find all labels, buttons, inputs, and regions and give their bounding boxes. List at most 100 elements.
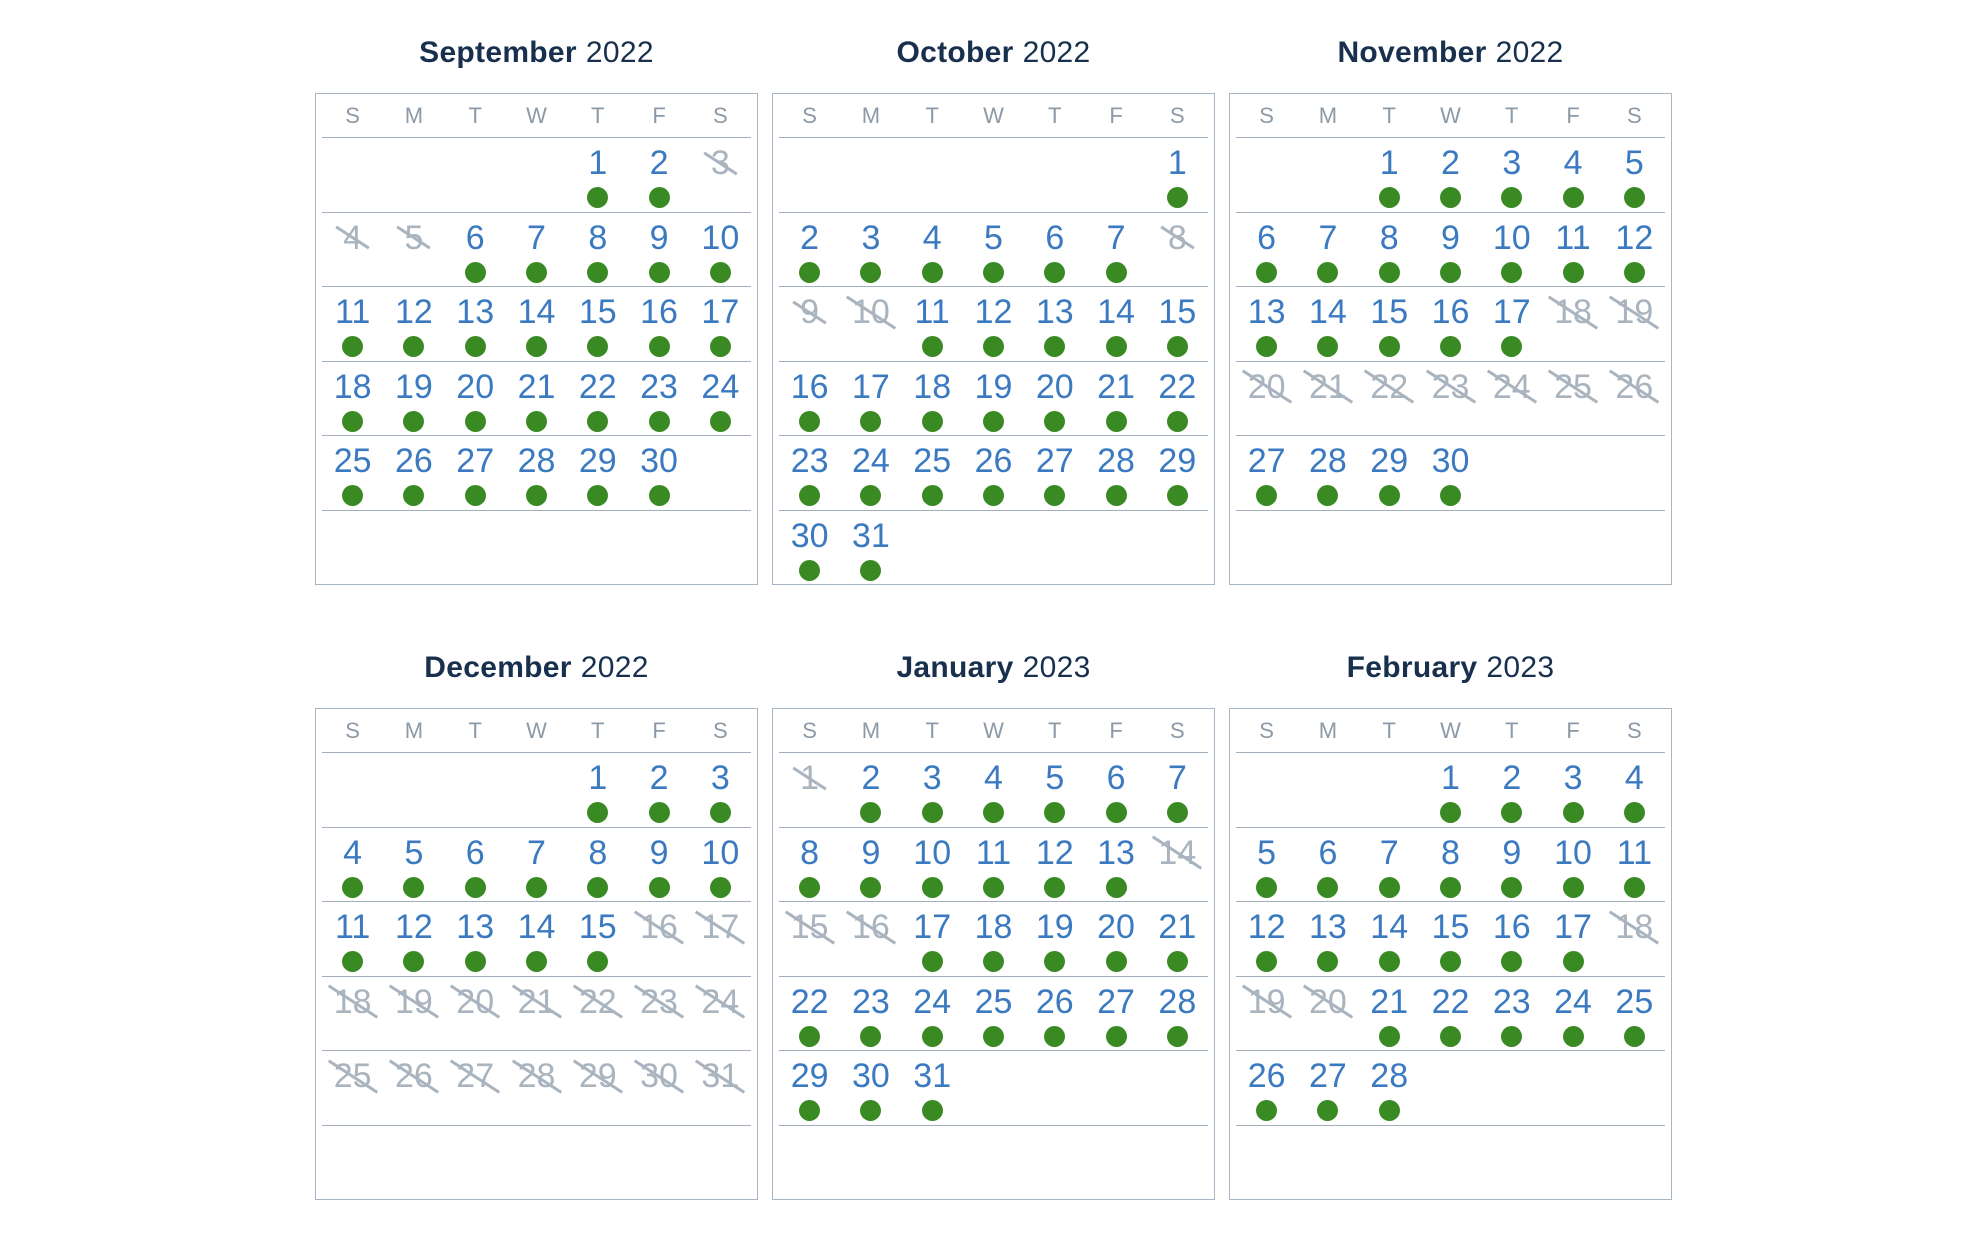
day-cell[interactable]: 27 — [445, 436, 506, 510]
day-cell[interactable]: 23 — [628, 362, 689, 436]
day-cell[interactable]: 13 — [1297, 902, 1358, 976]
day-cell[interactable]: 11 — [1604, 828, 1665, 902]
day-cell[interactable]: 12 — [383, 287, 444, 361]
day-cell[interactable]: 22 — [779, 977, 840, 1051]
day-cell[interactable]: 30 — [779, 511, 840, 585]
day-cell[interactable]: 12 — [963, 287, 1024, 361]
day-cell[interactable]: 27 — [1297, 1051, 1358, 1125]
day-cell[interactable]: 23 — [840, 977, 901, 1051]
day-cell[interactable]: 9 — [840, 828, 901, 902]
day-cell[interactable]: 5 — [1604, 138, 1665, 212]
day-cell[interactable]: 11 — [322, 902, 383, 976]
day-cell[interactable]: 15 — [1420, 902, 1481, 976]
day-cell[interactable]: 28 — [1085, 436, 1146, 510]
day-cell[interactable]: 18 — [902, 362, 963, 436]
day-cell[interactable]: 17 — [840, 362, 901, 436]
day-cell[interactable]: 5 — [1236, 828, 1297, 902]
day-cell[interactable]: 27 — [1024, 436, 1085, 510]
day-cell[interactable]: 14 — [506, 902, 567, 976]
day-cell[interactable]: 2 — [628, 138, 689, 212]
day-cell[interactable]: 4 — [322, 828, 383, 902]
day-cell[interactable]: 17 — [690, 287, 751, 361]
day-cell[interactable]: 31 — [902, 1051, 963, 1125]
day-cell[interactable]: 7 — [1359, 828, 1420, 902]
day-cell[interactable]: 31 — [840, 511, 901, 585]
day-cell[interactable]: 20 — [1024, 362, 1085, 436]
day-cell[interactable]: 24 — [1542, 977, 1603, 1051]
day-cell[interactable]: 8 — [1420, 828, 1481, 902]
day-cell[interactable]: 21 — [506, 362, 567, 436]
day-cell[interactable]: 30 — [1420, 436, 1481, 510]
day-cell[interactable]: 3 — [690, 753, 751, 827]
day-cell[interactable]: 19 — [1024, 902, 1085, 976]
day-cell[interactable]: 7 — [1085, 213, 1146, 287]
day-cell[interactable]: 10 — [690, 828, 751, 902]
day-cell[interactable]: 25 — [902, 436, 963, 510]
day-cell[interactable]: 14 — [1085, 287, 1146, 361]
day-cell[interactable]: 7 — [506, 828, 567, 902]
day-cell[interactable]: 14 — [506, 287, 567, 361]
day-cell[interactable]: 6 — [1297, 828, 1358, 902]
day-cell[interactable]: 29 — [1147, 436, 1208, 510]
day-cell[interactable]: 13 — [1024, 287, 1085, 361]
day-cell[interactable]: 21 — [1359, 977, 1420, 1051]
day-cell[interactable]: 30 — [840, 1051, 901, 1125]
day-cell[interactable]: 12 — [1604, 213, 1665, 287]
day-cell[interactable]: 18 — [322, 362, 383, 436]
day-cell[interactable]: 28 — [1359, 1051, 1420, 1125]
day-cell[interactable]: 17 — [1481, 287, 1542, 361]
day-cell[interactable]: 21 — [1085, 362, 1146, 436]
day-cell[interactable]: 25 — [322, 436, 383, 510]
day-cell[interactable]: 1 — [567, 138, 628, 212]
day-cell[interactable]: 26 — [963, 436, 1024, 510]
day-cell[interactable]: 12 — [1236, 902, 1297, 976]
day-cell[interactable]: 2 — [840, 753, 901, 827]
day-cell[interactable]: 3 — [840, 213, 901, 287]
day-cell[interactable]: 19 — [963, 362, 1024, 436]
day-cell[interactable]: 8 — [567, 213, 628, 287]
day-cell[interactable]: 16 — [628, 287, 689, 361]
day-cell[interactable]: 23 — [1481, 977, 1542, 1051]
day-cell[interactable]: 16 — [779, 362, 840, 436]
day-cell[interactable]: 2 — [1420, 138, 1481, 212]
day-cell[interactable]: 6 — [1236, 213, 1297, 287]
day-cell[interactable]: 15 — [567, 902, 628, 976]
day-cell[interactable]: 4 — [963, 753, 1024, 827]
day-cell[interactable]: 17 — [902, 902, 963, 976]
day-cell[interactable]: 10 — [1481, 213, 1542, 287]
day-cell[interactable]: 16 — [1481, 902, 1542, 976]
day-cell[interactable]: 10 — [690, 213, 751, 287]
day-cell[interactable]: 26 — [1024, 977, 1085, 1051]
day-cell[interactable]: 8 — [567, 828, 628, 902]
day-cell[interactable]: 2 — [779, 213, 840, 287]
day-cell[interactable]: 6 — [445, 213, 506, 287]
day-cell[interactable]: 22 — [567, 362, 628, 436]
day-cell[interactable]: 24 — [902, 977, 963, 1051]
day-cell[interactable]: 25 — [1604, 977, 1665, 1051]
day-cell[interactable]: 13 — [445, 902, 506, 976]
day-cell[interactable]: 6 — [1085, 753, 1146, 827]
day-cell[interactable]: 12 — [1024, 828, 1085, 902]
day-cell[interactable]: 7 — [1147, 753, 1208, 827]
day-cell[interactable]: 20 — [1085, 902, 1146, 976]
day-cell[interactable]: 13 — [1236, 287, 1297, 361]
day-cell[interactable]: 5 — [383, 828, 444, 902]
day-cell[interactable]: 26 — [1236, 1051, 1297, 1125]
day-cell[interactable]: 13 — [445, 287, 506, 361]
day-cell[interactable]: 29 — [779, 1051, 840, 1125]
day-cell[interactable]: 1 — [1147, 138, 1208, 212]
day-cell[interactable]: 18 — [963, 902, 1024, 976]
day-cell[interactable]: 22 — [1147, 362, 1208, 436]
day-cell[interactable]: 4 — [1604, 753, 1665, 827]
day-cell[interactable]: 14 — [1297, 287, 1358, 361]
day-cell[interactable]: 24 — [690, 362, 751, 436]
day-cell[interactable]: 24 — [840, 436, 901, 510]
day-cell[interactable]: 7 — [1297, 213, 1358, 287]
day-cell[interactable]: 6 — [1024, 213, 1085, 287]
day-cell[interactable]: 5 — [1024, 753, 1085, 827]
day-cell[interactable]: 11 — [322, 287, 383, 361]
day-cell[interactable]: 29 — [567, 436, 628, 510]
day-cell[interactable]: 9 — [1420, 213, 1481, 287]
day-cell[interactable]: 3 — [1481, 138, 1542, 212]
day-cell[interactable]: 20 — [445, 362, 506, 436]
